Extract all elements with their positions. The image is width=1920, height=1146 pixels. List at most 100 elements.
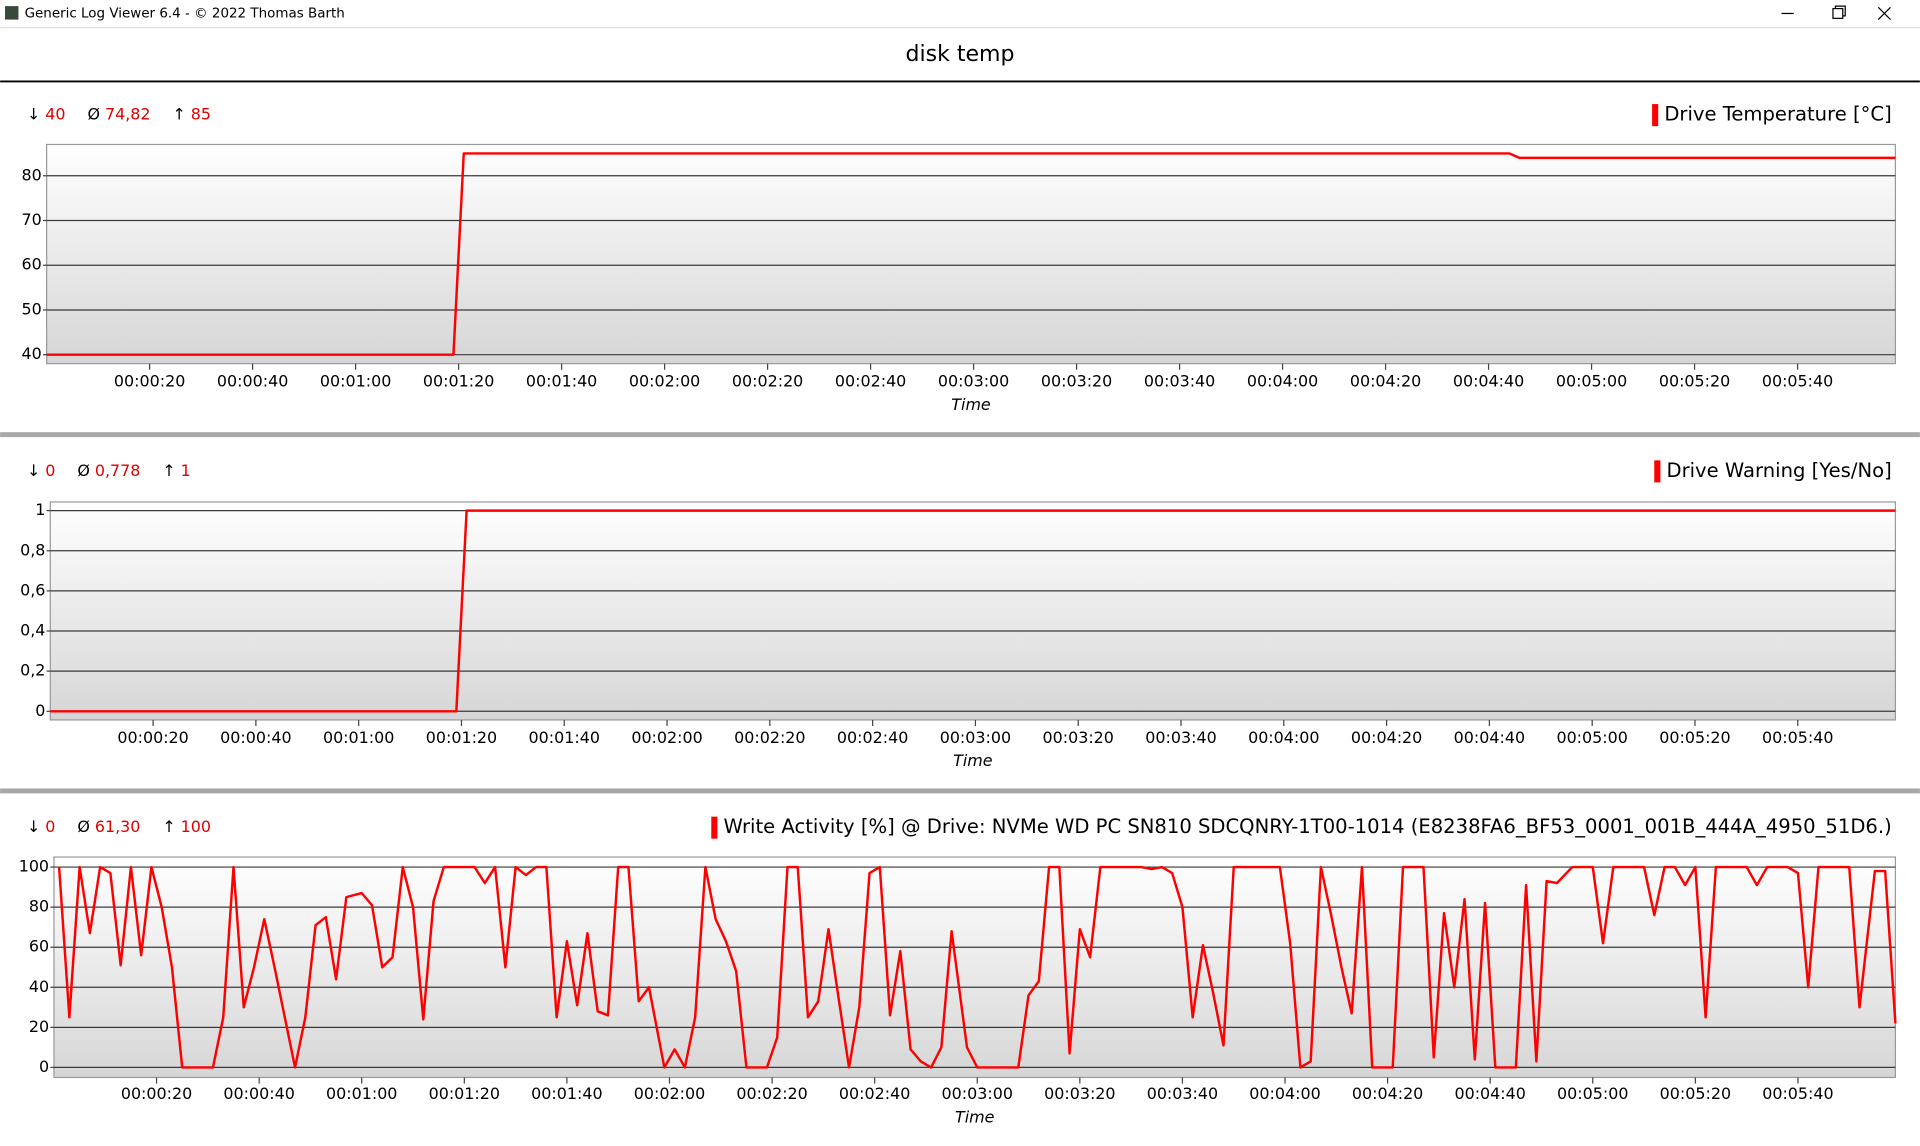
stat-symbol: ↑ — [173, 105, 186, 124]
legend-swatch — [1652, 104, 1659, 127]
x-tick-label: 00:00:20 — [117, 728, 188, 747]
y-tick-label: 1 — [35, 500, 45, 519]
x-tick-label: 00:05:00 — [1557, 1084, 1628, 1103]
x-tick-label: 00:04:20 — [1352, 1084, 1423, 1103]
x-tick-label: 00:03:00 — [938, 372, 1009, 391]
stat-value: 85 — [191, 105, 211, 124]
x-tick-label: 00:01:40 — [531, 1084, 602, 1103]
x-tick-label: 00:05:20 — [1659, 728, 1730, 747]
x-tick-label: 00:05:00 — [1556, 728, 1627, 747]
y-tick-label: 60 — [21, 255, 41, 274]
plot-area — [49, 501, 1897, 721]
x-tick-label: 00:01:40 — [529, 728, 600, 747]
x-tick-label: 00:02:00 — [634, 1084, 705, 1103]
y-tick-label: 80 — [21, 165, 41, 184]
stat-value: 0 — [45, 817, 55, 836]
x-tick-label: 00:00:20 — [121, 1084, 192, 1103]
x-tick-label: 00:01:00 — [320, 372, 391, 391]
x-tick-label: 00:02:40 — [839, 1084, 910, 1103]
y-tick-label: 100 — [19, 857, 49, 876]
stat-symbol: ↑ — [162, 817, 175, 836]
stat-symbol: Ø — [77, 817, 90, 836]
x-tick-label: 00:04:20 — [1351, 728, 1422, 747]
stat-symbol: Ø — [77, 461, 90, 480]
x-tick-label: 00:03:00 — [940, 728, 1011, 747]
minimize-button[interactable] — [1763, 0, 1812, 27]
panel-separator — [0, 432, 1920, 438]
stat-value: 1 — [181, 461, 191, 480]
x-tick-label: 00:05:40 — [1762, 728, 1833, 747]
stat-symbol: ↑ — [162, 461, 175, 480]
x-tick-label: 00:02:00 — [629, 372, 700, 391]
y-tick-label: 0 — [35, 701, 45, 720]
x-tick-label: 00:00:20 — [114, 372, 185, 391]
x-tick-label: 00:04:20 — [1350, 372, 1421, 391]
series-line — [50, 509, 1896, 713]
x-tick-label: 00:05:40 — [1762, 372, 1833, 391]
window-title: Generic Log Viewer 6.4 - © 2022 Thomas B… — [25, 6, 345, 21]
close-button[interactable] — [1866, 0, 1920, 27]
y-tick-label: 0,4 — [20, 621, 45, 640]
stat-symbol: ↓ — [27, 461, 40, 480]
x-tick-label: 00:03:20 — [1041, 372, 1112, 391]
x-tick-label: 00:01:20 — [426, 728, 497, 747]
page-title: disk temp — [906, 42, 1015, 67]
y-tick-label: 60 — [29, 937, 49, 956]
x-tick-label: 00:01:20 — [429, 1084, 500, 1103]
x-tick-label: 00:04:00 — [1249, 1084, 1320, 1103]
y-tick-label: 80 — [29, 897, 49, 916]
stat-symbol: ↓ — [27, 105, 40, 124]
x-tick-label: 00:02:00 — [631, 728, 702, 747]
x-tick-label: 00:04:40 — [1454, 728, 1525, 747]
x-tick-label: 00:05:00 — [1556, 372, 1627, 391]
legend-label: Write Activity [%] @ Drive: NVMe WD PC S… — [724, 815, 1892, 838]
x-tick-label: 00:02:40 — [837, 728, 908, 747]
x-tick-label: 00:04:00 — [1247, 372, 1318, 391]
x-axis-title: Time — [951, 395, 991, 414]
x-tick-label: 00:03:20 — [1044, 1084, 1115, 1103]
plot-area — [46, 143, 1897, 365]
x-tick-label: 00:05:20 — [1659, 372, 1730, 391]
x-tick-label: 00:03:40 — [1144, 372, 1215, 391]
x-tick-label: 00:03:20 — [1042, 728, 1113, 747]
legend-swatch — [1654, 460, 1661, 483]
x-tick-label: 00:03:00 — [942, 1084, 1013, 1103]
stat-value: 0 — [45, 461, 55, 480]
y-tick-label: 50 — [21, 299, 41, 318]
x-tick-label: 00:01:40 — [526, 372, 597, 391]
stat-symbol: ↓ — [27, 817, 40, 836]
x-tick-label: 00:00:40 — [217, 372, 288, 391]
stat-value: 40 — [45, 105, 65, 124]
y-tick-label: 70 — [21, 210, 41, 229]
x-tick-label: 00:01:00 — [323, 728, 394, 747]
x-tick-label: 00:02:20 — [732, 372, 803, 391]
y-tick-label: 40 — [29, 977, 49, 996]
y-tick-label: 0 — [39, 1057, 49, 1076]
x-tick-label: 00:05:20 — [1660, 1084, 1731, 1103]
x-axis-title: Time — [955, 1107, 995, 1126]
restore-button[interactable] — [1815, 0, 1864, 27]
legend-swatch — [711, 816, 718, 839]
y-tick-label: 0,2 — [20, 661, 45, 680]
plot-area — [53, 856, 1897, 1079]
x-axis-title: Time — [953, 751, 993, 770]
stat-value: 100 — [181, 817, 211, 836]
series-line — [46, 152, 1896, 356]
y-tick-label: 0,8 — [20, 540, 45, 559]
stat-symbol: Ø — [88, 105, 101, 124]
x-tick-label: 00:00:40 — [223, 1084, 294, 1103]
stat-value: 74,82 — [105, 105, 151, 124]
x-tick-label: 00:02:20 — [734, 728, 805, 747]
x-tick-label: 00:04:40 — [1453, 372, 1524, 391]
y-tick-label: 0,6 — [20, 580, 45, 599]
x-tick-label: 00:03:40 — [1145, 728, 1216, 747]
x-tick-label: 00:00:40 — [220, 728, 291, 747]
x-tick-label: 00:01:20 — [423, 372, 494, 391]
stat-value: 0,778 — [95, 461, 141, 480]
y-tick-label: 40 — [21, 344, 41, 363]
legend-label: Drive Temperature [°C] — [1664, 103, 1891, 126]
x-tick-label: 00:02:20 — [736, 1084, 807, 1103]
